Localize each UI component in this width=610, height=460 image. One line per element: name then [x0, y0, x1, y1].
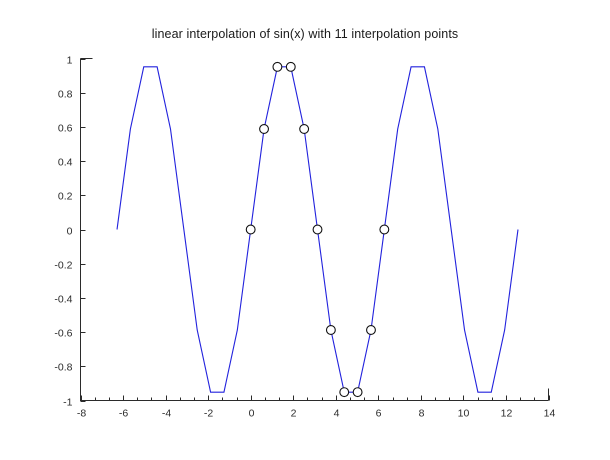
x-tick-label: -4 — [162, 408, 171, 420]
x-tick-label: 14 — [544, 408, 556, 420]
x-tick-label: 12 — [501, 408, 513, 420]
x-tick-label: 6 — [376, 408, 382, 420]
y-tick-label: -0.2 — [54, 259, 72, 271]
y-tick-label: -0.4 — [54, 293, 72, 305]
y-tick-label: 0.2 — [58, 190, 73, 202]
y-tick-label: -1 — [63, 396, 72, 408]
axes-frame — [80, 58, 549, 401]
interpolation-point-marker — [259, 124, 269, 134]
interpolation-point-marker — [312, 224, 323, 235]
x-tick-label: 0 — [249, 408, 255, 420]
interpolation-point-marker — [285, 61, 296, 72]
y-tick-label: -0.8 — [54, 361, 72, 373]
interpolation-point-marker — [272, 61, 283, 72]
x-tick-label: 10 — [458, 408, 470, 420]
x-tick-label: -8 — [77, 408, 86, 420]
x-tick-label: 2 — [291, 408, 297, 420]
interpolation-point-marker — [366, 325, 376, 335]
x-tick-label: 8 — [419, 408, 425, 420]
y-tick-label: 0.6 — [58, 122, 73, 134]
x-tick-label: -6 — [119, 408, 128, 420]
plot-title: linear interpolation of sin(x) with 11 i… — [151, 27, 459, 41]
axes-group: -8 -6 -4 -2 0 2 4 6 8 10 12 14 -1 -0.8 -0.6 -0.4 -0.2 0 0.… — [54, 54, 555, 419]
y-tick-label: 0 — [67, 225, 73, 237]
interpolation-points-group — [245, 61, 390, 398]
x-tick-label: -2 — [204, 408, 213, 420]
x-tick-label: 4 — [334, 408, 340, 420]
interpolation-point-marker — [339, 387, 350, 398]
interpolation-point-marker — [352, 387, 363, 398]
interpolation-point-marker — [325, 325, 336, 335]
y-tick-label: -0.6 — [54, 327, 72, 339]
y-tick-label: 0.8 — [58, 88, 73, 100]
interpolation-point-marker — [379, 224, 390, 235]
y-tick-label: 0.4 — [58, 156, 73, 168]
interpolation-point-marker — [245, 224, 256, 235]
interpolation-point-marker — [299, 124, 310, 134]
y-tick-label: 1 — [67, 54, 73, 66]
